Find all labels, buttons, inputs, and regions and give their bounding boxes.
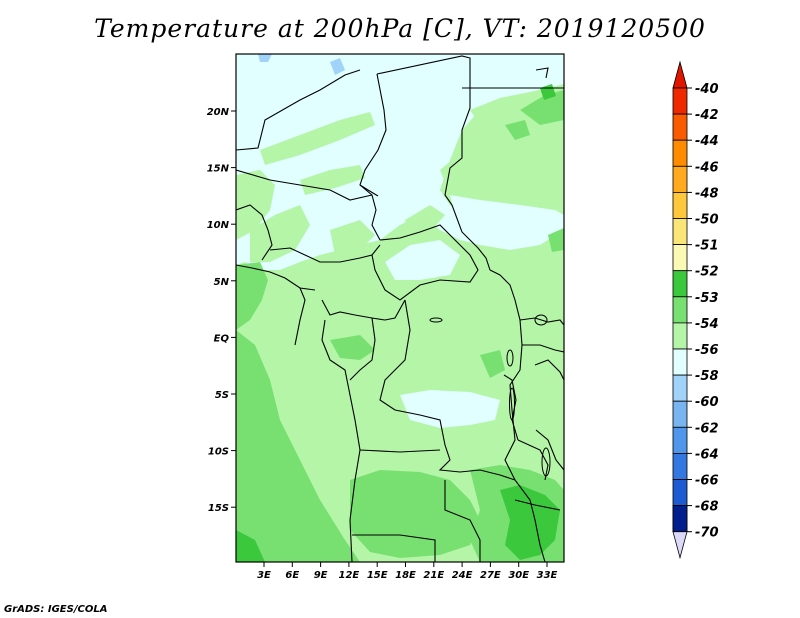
colorbar-swatch — [672, 139, 688, 167]
lat-label: 20N — [207, 107, 230, 118]
colorbar-bottom-arrow — [672, 531, 688, 560]
grads-credit: GrADS: IGES/COLA — [4, 604, 108, 615]
colorbar-label: -70 — [695, 526, 719, 541]
colorbar-label: -62 — [695, 421, 719, 436]
colorbar-swatch — [672, 426, 688, 454]
lat-label: EQ — [214, 333, 230, 344]
colorbar-swatch — [672, 505, 688, 533]
colorbar-swatch — [672, 165, 688, 193]
longitude-axis: 3E 6E 9E 12E 15E 18E 21E 24E 27E 30E 33E — [257, 562, 558, 581]
lon-label: 9E — [314, 570, 328, 581]
colorbar-swatch — [672, 191, 688, 219]
map-title: Temperature at 200hPa [C], VT: 201912050… — [94, 14, 706, 43]
colorbar-label: -56 — [695, 343, 719, 358]
lon-label: 24E — [452, 570, 473, 581]
lon-label: 12E — [339, 570, 360, 581]
colorbar-swatch — [672, 479, 688, 507]
region-53-54-north — [236, 92, 564, 262]
colorbar-label: -64 — [695, 447, 719, 462]
lon-label: 21E — [423, 570, 444, 581]
colorbar-label: -58 — [695, 369, 719, 384]
lon-label: 15E — [367, 570, 388, 581]
colorbar-top-arrow — [672, 60, 688, 89]
colorbar-swatch — [672, 374, 688, 402]
colorbar-swatch — [672, 348, 688, 376]
lon-label: 3E — [257, 570, 271, 581]
colorbar-label: -51 — [695, 239, 719, 254]
map-panel — [236, 54, 564, 562]
lon-label: 33E — [537, 570, 558, 581]
colorbar-label: -68 — [695, 500, 719, 515]
colorbar-label: -42 — [695, 108, 719, 123]
lat-label: 15S — [208, 503, 229, 514]
colorbar-swatch — [672, 296, 688, 324]
colorbar-label: -44 — [695, 134, 719, 149]
colorbar: -40 -42 -44 -46 -48 -50 -51 -52 -53 -54 -56 -58 -60 -… — [672, 60, 719, 560]
region-51-52 — [236, 84, 560, 562]
colorbar-swatch — [672, 244, 688, 272]
colorbar-swatch — [672, 400, 688, 428]
colorbar-swatch — [672, 87, 688, 115]
map-frame — [235, 53, 565, 563]
colorbar-label: -66 — [695, 474, 719, 489]
colorbar-label: -46 — [695, 160, 719, 175]
colorbar-swatch — [672, 270, 688, 298]
colorbar-label: -52 — [695, 265, 719, 280]
lon-label: 30E — [508, 570, 529, 581]
colorbar-label: -60 — [695, 395, 719, 410]
country-borders — [236, 55, 564, 562]
region-52-53 — [236, 90, 564, 562]
lon-label: 18E — [395, 570, 416, 581]
colorbar-swatch — [672, 452, 688, 480]
lon-label: 6E — [285, 570, 299, 581]
colorbar-label: -54 — [695, 317, 719, 332]
lat-label: 5N — [214, 277, 230, 288]
colorbar-label: -53 — [695, 291, 719, 306]
latitude-axis: 20N 15N 10N 5N EQ 5S 10S 15S — [207, 107, 236, 514]
colorbar-swatch — [672, 322, 688, 350]
colorbar-label: -48 — [695, 186, 719, 201]
lon-label: 27E — [480, 570, 501, 581]
lat-label: 10N — [207, 220, 230, 231]
colorbar-label: -40 — [695, 82, 719, 97]
lakes — [429, 314, 551, 477]
lat-label: 10S — [208, 447, 229, 458]
colorbar-swatch — [672, 218, 688, 246]
region-56-58 — [258, 54, 345, 75]
colorbar-label: -50 — [695, 213, 719, 228]
lat-label: 5S — [215, 390, 229, 401]
colorbar-swatch — [672, 113, 688, 141]
lat-label: 15N — [207, 164, 230, 175]
